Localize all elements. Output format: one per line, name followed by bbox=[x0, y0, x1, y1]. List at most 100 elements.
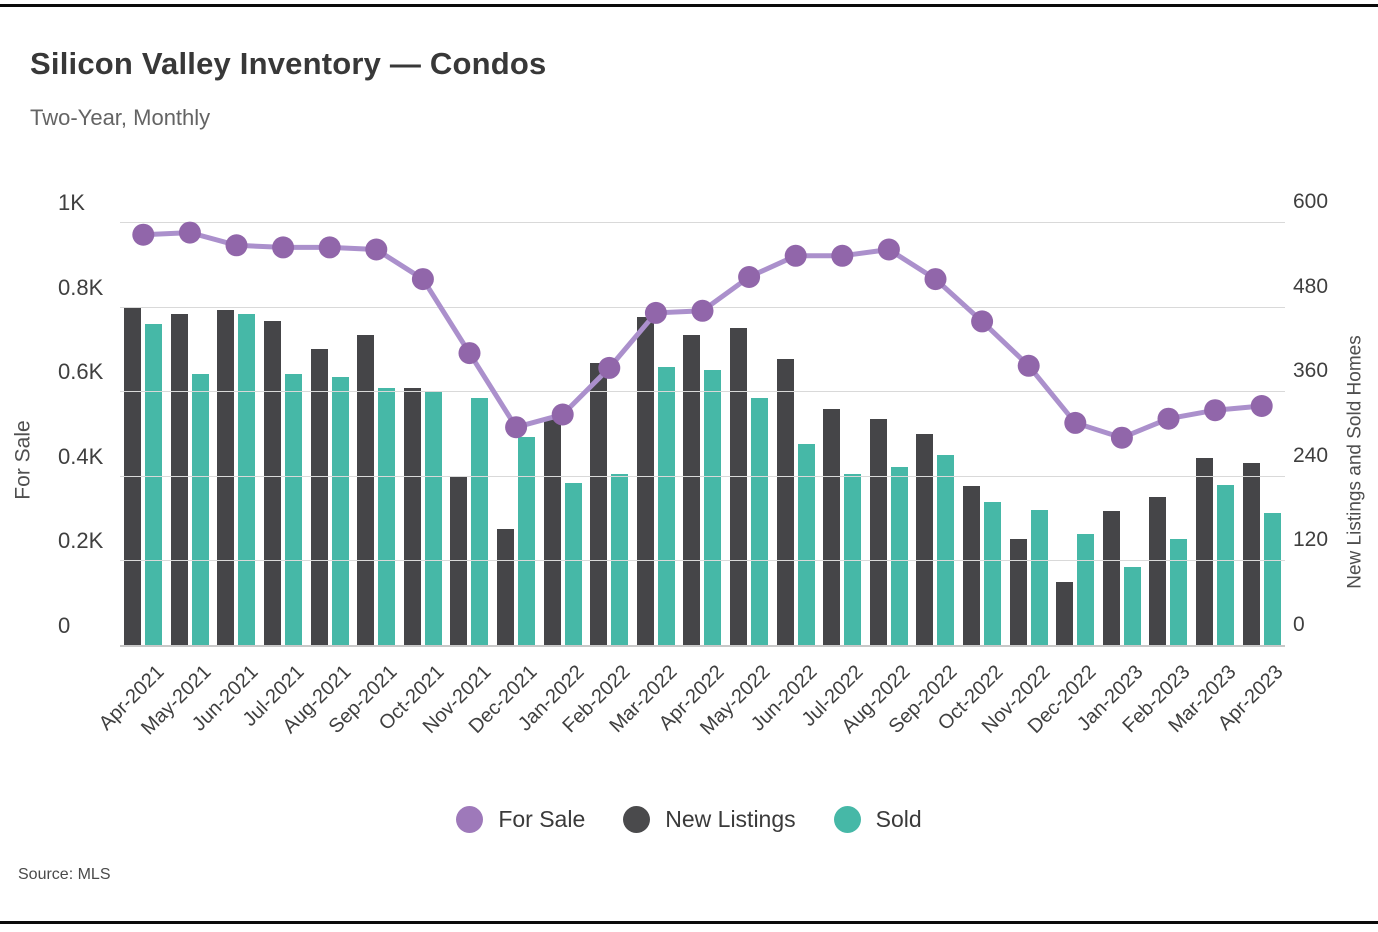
legend: For Sale New Listings Sold bbox=[0, 806, 1378, 833]
right-axis-title: New Listings and Sold Homes bbox=[1345, 335, 1366, 589]
for-sale-point bbox=[738, 266, 761, 288]
for-sale-point bbox=[831, 244, 854, 267]
new-listings-bar bbox=[497, 528, 515, 645]
right-tick-label: 240 bbox=[1293, 443, 1329, 467]
right-tick-label: 480 bbox=[1293, 274, 1329, 298]
sold-bar bbox=[191, 373, 209, 645]
new-listings-bar bbox=[310, 348, 328, 645]
for-sale-point bbox=[924, 268, 947, 291]
for-sale-point bbox=[178, 221, 201, 244]
for-sale-point bbox=[691, 299, 714, 322]
sold-bar bbox=[890, 466, 908, 645]
left-axis-title: For Sale bbox=[12, 420, 35, 500]
right-tick-label: 120 bbox=[1293, 528, 1329, 552]
for-sale-point bbox=[1017, 354, 1040, 377]
bar-group bbox=[819, 222, 866, 645]
new-listings-bar bbox=[916, 433, 934, 645]
bars-layer bbox=[120, 222, 1285, 645]
for-sale-point bbox=[1064, 411, 1087, 434]
for-sale-point bbox=[272, 236, 295, 259]
sold-bar bbox=[937, 454, 955, 645]
sold-bar bbox=[424, 391, 442, 645]
for-sale-line-layer bbox=[132, 221, 1273, 449]
for-sale-point bbox=[505, 416, 528, 439]
bar-group bbox=[353, 222, 400, 645]
new-listings-bar bbox=[1102, 511, 1120, 645]
legend-swatch-icon bbox=[456, 806, 484, 833]
left-axis-title-wrap: For Sale bbox=[2, 330, 46, 590]
bar-group bbox=[1192, 222, 1239, 645]
new-listings-bar bbox=[1056, 581, 1074, 645]
left-tick-label: 1K bbox=[58, 190, 85, 215]
sold-bar bbox=[1077, 534, 1095, 645]
for-sale-point bbox=[458, 342, 481, 365]
for-sale-point bbox=[411, 268, 434, 291]
bar-group bbox=[679, 222, 726, 645]
left-tick-label: 0.2K bbox=[58, 528, 104, 554]
for-sale-point bbox=[971, 310, 994, 333]
for-sale-line bbox=[140, 230, 1265, 441]
bar-group bbox=[1238, 222, 1285, 645]
sold-bar bbox=[238, 313, 256, 645]
x-axis-line bbox=[120, 645, 1285, 647]
legend-item-sold: Sold bbox=[833, 806, 922, 833]
new-listings-bar bbox=[590, 363, 608, 645]
bar-group bbox=[1052, 222, 1099, 645]
bar-group bbox=[1145, 222, 1192, 645]
new-listings-bar bbox=[823, 408, 841, 645]
for-sale-point bbox=[784, 244, 807, 267]
new-listings-bar bbox=[1149, 496, 1167, 645]
top-rule bbox=[0, 4, 1378, 7]
sold-bar bbox=[797, 444, 815, 645]
sold-bar bbox=[1216, 484, 1234, 645]
sold-bar bbox=[378, 387, 396, 645]
sold-bar bbox=[331, 377, 349, 645]
bar-group bbox=[400, 222, 447, 645]
legend-label: New Listings bbox=[665, 806, 796, 832]
sold-bar bbox=[1263, 513, 1281, 645]
sold-bar bbox=[518, 437, 536, 645]
sold-bar bbox=[1030, 509, 1048, 645]
sold-bar bbox=[844, 474, 862, 645]
sold-bar bbox=[564, 482, 582, 645]
legend-swatch-icon bbox=[833, 806, 861, 833]
new-listings-bar bbox=[730, 327, 748, 645]
right-tick-label: 600 bbox=[1293, 190, 1329, 213]
sold-bar bbox=[471, 398, 489, 645]
plot-area: 1K 0.8K 0.6K 0.4K 0.2K 0 600 480 360 240 120 0 Apr… bbox=[58, 190, 1328, 739]
left-tick-label: 0.8K bbox=[58, 274, 104, 300]
sold-bar bbox=[704, 370, 722, 645]
left-tick-label: 0.6K bbox=[58, 359, 104, 385]
new-listings-bar bbox=[357, 334, 375, 645]
bar-group bbox=[1098, 222, 1145, 645]
bar-group bbox=[959, 222, 1006, 645]
legend-swatch-icon bbox=[623, 806, 651, 833]
right-axis-title-wrap: New Listings and Sold Homes bbox=[1334, 332, 1378, 592]
legend-item-for-sale: For Sale bbox=[456, 806, 585, 833]
new-listings-bar bbox=[683, 334, 701, 645]
new-listings-bar bbox=[962, 486, 980, 645]
bar-group bbox=[260, 222, 307, 645]
sold-bar bbox=[983, 501, 1001, 645]
sold-bar bbox=[751, 398, 769, 645]
x-axis-labels: Apr-2021 May-2021 Jun-2021 Jul-2021 Aug-2021… bbox=[95, 645, 1287, 775]
for-sale-point bbox=[1157, 407, 1180, 430]
sold-bar bbox=[1170, 539, 1188, 645]
sold-bar bbox=[285, 373, 303, 645]
bar-group bbox=[633, 222, 680, 645]
for-sale-point bbox=[1250, 395, 1273, 417]
bar-group bbox=[1005, 222, 1052, 645]
for-sale-point bbox=[365, 238, 388, 261]
new-listings-bar bbox=[1195, 458, 1213, 645]
for-sale-point bbox=[132, 223, 155, 246]
bar-group bbox=[772, 222, 819, 645]
for-sale-point bbox=[1204, 399, 1227, 422]
bar-group bbox=[586, 222, 633, 645]
new-listings-bar bbox=[264, 320, 282, 645]
left-tick-label: 0.4K bbox=[58, 443, 104, 469]
bar-group bbox=[306, 222, 353, 645]
sold-bar bbox=[611, 473, 629, 645]
new-listings-bar bbox=[1009, 539, 1027, 645]
legend-label: Sold bbox=[875, 806, 922, 832]
bottom-rule bbox=[0, 921, 1378, 924]
